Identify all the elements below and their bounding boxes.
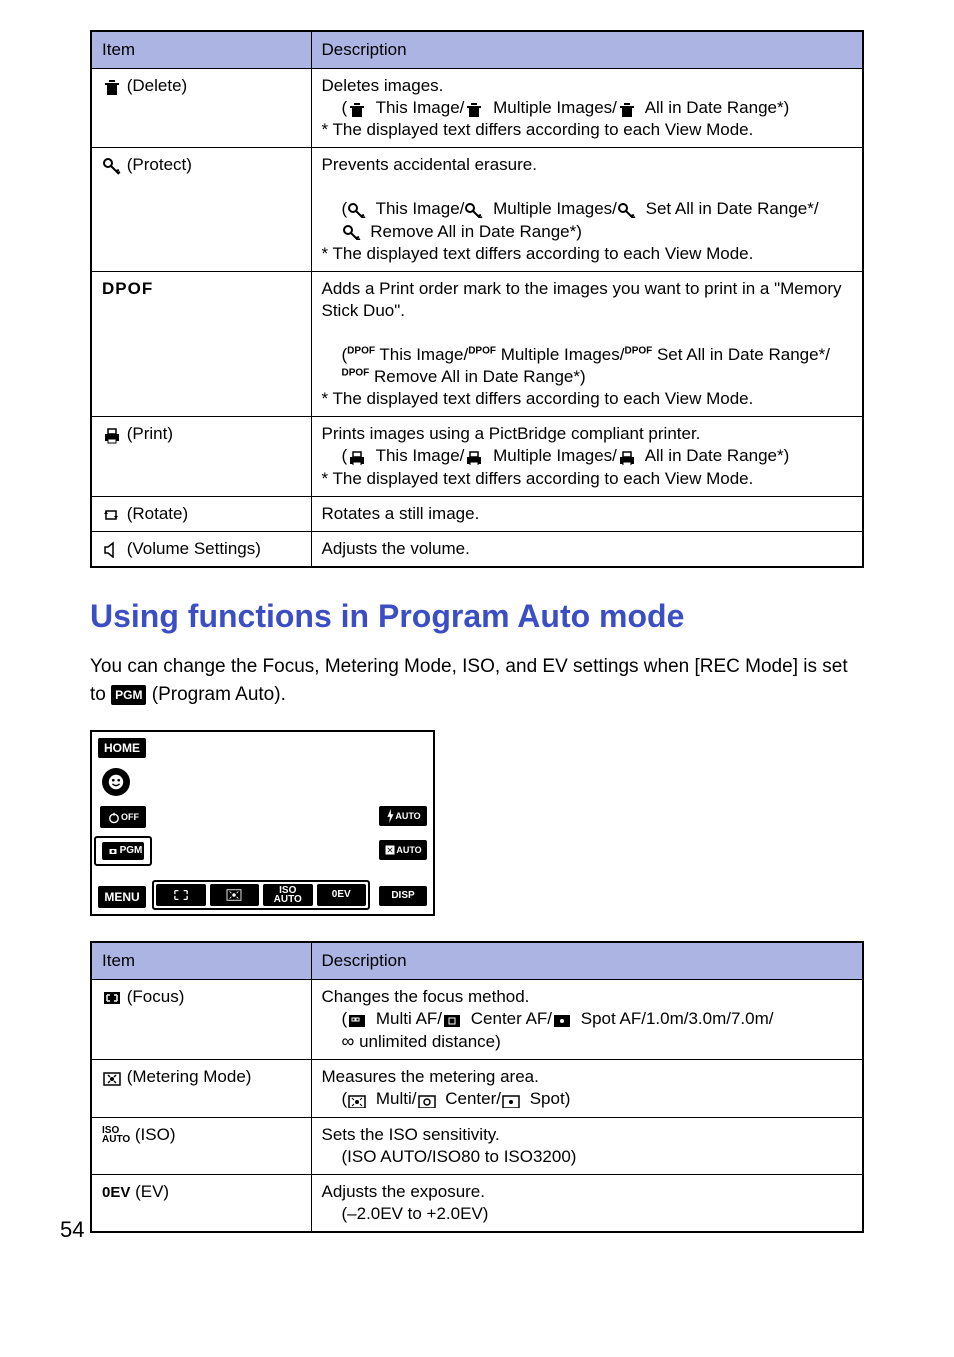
item-label: (Volume Settings) <box>127 539 261 558</box>
desc-main: Rotates a still image. <box>322 504 480 523</box>
row-metering: (Metering Mode) Measures the metering ar… <box>91 1060 863 1117</box>
desc-options: ( This Image/ Multiple Images/ Set All i… <box>322 198 853 242</box>
ui-smile-icon <box>102 768 130 796</box>
row-ev: 0EV (EV) Adjusts the exposure. (–2.0EV t… <box>91 1174 863 1232</box>
row-print: (Print) Prints images using a PictBridge… <box>91 417 863 496</box>
ui-timer-off: OFF <box>100 806 146 828</box>
desc-options: ( This Image/ Multiple Images/ All in Da… <box>322 445 853 467</box>
row-delete: (Delete) Deletes images. ( This Image/ M… <box>91 69 863 148</box>
item-label: (Rotate) <box>127 504 188 523</box>
focus-icon <box>102 988 122 1006</box>
playback-menu-table: Item Description (Delete) Deletes images… <box>90 30 864 568</box>
desc-main: Deletes images. <box>322 76 444 95</box>
iso-auto-icon: ISOAUTO <box>102 1126 130 1144</box>
item-label: (Metering Mode) <box>127 1067 252 1086</box>
printer-icon <box>102 426 122 444</box>
row-rotate: (Rotate) Rotates a still image. <box>91 496 863 531</box>
infinity-icon: ∞ <box>342 1031 355 1051</box>
desc-main: Prints images using a PictBridge complia… <box>322 424 701 443</box>
intro-post: (Program Auto). <box>146 684 285 705</box>
ui-ev-cell: 0EV <box>317 884 367 906</box>
desc-note: * The displayed text differs according t… <box>322 120 754 139</box>
desc-main: Prevents accidental erasure. <box>322 155 537 174</box>
camera-screen-illustration: HOME OFF PGM MENU ISOAUTO 0EV AUTO AUTO … <box>90 730 435 916</box>
desc-note: * The displayed text differs according t… <box>322 469 754 488</box>
row-iso: ISOAUTO (ISO) Sets the ISO sensitivity. … <box>91 1117 863 1174</box>
col-item: Item <box>91 942 311 980</box>
item-label: (Focus) <box>127 987 185 1006</box>
desc-note: * The displayed text differs according t… <box>322 389 754 408</box>
desc-main: Adjusts the exposure. <box>322 1182 485 1201</box>
desc-main: Adjusts the volume. <box>322 539 470 558</box>
item-label: (Protect) <box>127 155 192 174</box>
ui-wb-auto: AUTO <box>379 840 427 860</box>
row-dpof: DPOF Adds a Print order mark to the imag… <box>91 271 863 417</box>
intro-paragraph: You can change the Focus, Metering Mode,… <box>90 653 864 710</box>
pgm-badge-icon: PGM <box>111 685 146 705</box>
ui-flash-auto: AUTO <box>379 806 427 826</box>
section-title: Using functions in Program Auto mode <box>90 598 864 635</box>
desc-options: ( Multi AF/ Center AF/ Spot AF/1.0m/3.0m… <box>322 1008 853 1053</box>
desc-options: (DPOF This Image/DPOF Multiple Images/DP… <box>322 344 853 388</box>
col-desc: Description <box>311 31 863 69</box>
desc-options: ( Multi/ Center/ Spot) <box>322 1088 853 1110</box>
dpof-label: DPOF <box>102 279 153 298</box>
metering-icon <box>102 1069 122 1087</box>
ev-icon: 0EV <box>102 1184 130 1201</box>
rotate-icon <box>102 505 122 523</box>
desc-options: ( This Image/ Multiple Images/ All in Da… <box>322 97 853 119</box>
desc-note: * The displayed text differs according t… <box>322 244 754 263</box>
speaker-icon <box>102 540 122 558</box>
ui-menu-button: MENU <box>98 886 146 908</box>
item-label: (ISO) <box>135 1125 176 1144</box>
ui-iso-cell: ISOAUTO <box>263 884 313 906</box>
item-label: (Delete) <box>127 76 187 95</box>
col-item: Item <box>91 31 311 69</box>
ui-bottom-strip: ISOAUTO 0EV <box>152 880 370 910</box>
ui-pgm-selected: PGM <box>94 836 152 866</box>
desc-main: Adds a Print order mark to the images yo… <box>322 279 842 320</box>
ui-disp-button: DISP <box>379 886 427 906</box>
desc-options: (ISO AUTO/ISO80 to ISO3200) <box>322 1146 853 1168</box>
desc-options: (–2.0EV to +2.0EV) <box>322 1203 853 1225</box>
page-number: 54 <box>60 1217 84 1243</box>
row-protect: (Protect) Prevents accidental erasure. (… <box>91 148 863 271</box>
trash-icon <box>102 78 122 96</box>
desc-main: Changes the focus method. <box>322 987 530 1006</box>
desc-main: Sets the ISO sensitivity. <box>322 1125 500 1144</box>
ui-metering-cell <box>210 884 260 906</box>
program-auto-table: Item Description (Focus) Changes the foc… <box>90 941 864 1233</box>
ui-home-button: HOME <box>98 738 146 758</box>
ui-focus-cell <box>156 884 206 906</box>
desc-main: Measures the metering area. <box>322 1067 539 1086</box>
item-label: (EV) <box>135 1182 169 1201</box>
key-icon <box>102 157 122 175</box>
col-desc: Description <box>311 942 863 980</box>
row-volume: (Volume Settings) Adjusts the volume. <box>91 531 863 567</box>
row-focus: (Focus) Changes the focus method. ( Mult… <box>91 979 863 1060</box>
item-label: (Print) <box>127 424 173 443</box>
